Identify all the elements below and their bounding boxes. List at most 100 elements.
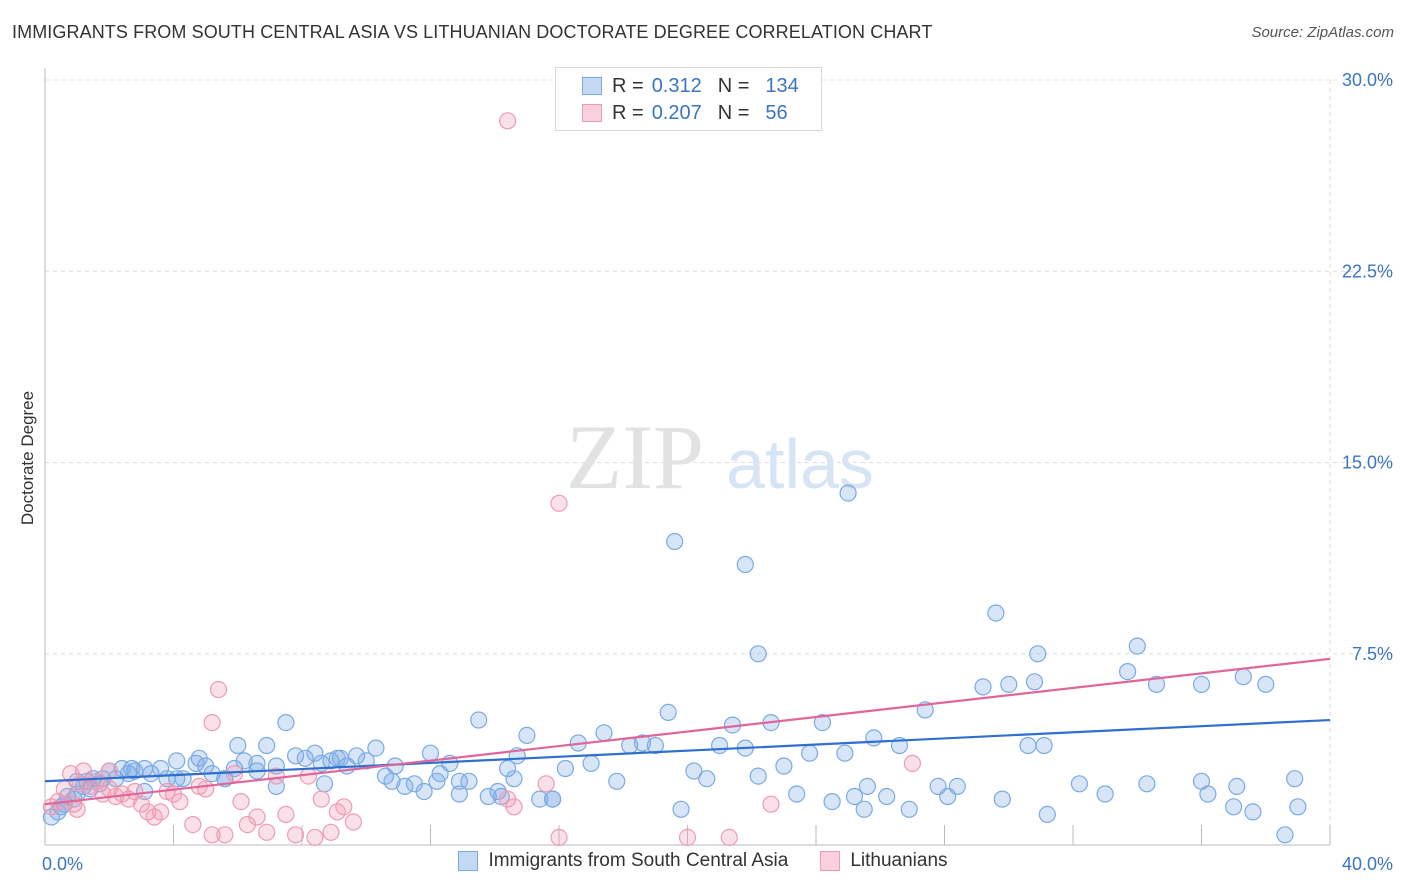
data-point-south-central-asia: [543, 790, 562, 808]
data-point-south-central-asia: [608, 772, 626, 790]
data-point-lithuanians: [100, 762, 118, 780]
data-point-lithuanians: [248, 808, 266, 826]
data-point-south-central-asia: [1257, 675, 1275, 694]
data-point-south-central-asia: [383, 772, 401, 790]
data-point-south-central-asia: [460, 772, 478, 790]
data-point-south-central-asia: [858, 777, 877, 796]
data-point-south-central-asia: [123, 759, 141, 778]
data-point-south-central-asia: [948, 777, 966, 796]
data-point-south-central-asia: [855, 800, 873, 818]
legend-n-label: N =: [717, 74, 750, 97]
data-point-south-central-asia: [306, 744, 324, 762]
data-point-south-central-asia: [1138, 775, 1156, 793]
data-point-south-central-asia: [595, 724, 613, 742]
data-point-south-central-asia: [1228, 777, 1246, 796]
legend-r-label: R =: [612, 74, 644, 97]
data-point-south-central-asia: [1019, 736, 1037, 755]
data-point-south-central-asia: [428, 772, 446, 790]
data-point-lithuanians: [287, 826, 305, 844]
data-point-lithuanians: [322, 823, 340, 841]
legend-swatch-pink: [582, 104, 602, 122]
data-point-south-central-asia: [659, 703, 677, 722]
data-point-lithuanians: [720, 828, 738, 847]
data-point-lithuanians: [203, 713, 221, 732]
data-point-south-central-asia: [1025, 673, 1044, 691]
data-point-south-central-asia: [531, 790, 549, 808]
data-point-lithuanians: [762, 795, 780, 813]
data-point-south-central-asia: [470, 711, 488, 729]
data-point-south-central-asia: [328, 749, 346, 767]
legend-r-value: 0.207: [651, 101, 702, 124]
data-point-lithuanians: [203, 826, 221, 844]
legend-item-lithuanians: Lithuanians: [820, 850, 948, 872]
legend-series-label: Immigrants from South Central Asia: [488, 850, 789, 871]
data-point-south-central-asia: [367, 739, 385, 757]
trend-lines: [44, 657, 1331, 806]
legend-swatch-blue: [458, 851, 479, 871]
legend-series-label: Lithuanians: [850, 850, 948, 871]
legend-n-value: 134: [765, 74, 799, 97]
data-point-south-central-asia: [1038, 805, 1056, 824]
data-point-south-central-asia: [1118, 662, 1137, 681]
data-point-south-central-asia: [666, 532, 684, 551]
trend-line-south-central-asia: [44, 718, 1331, 783]
data-point-south-central-asia: [190, 749, 208, 767]
data-point-lithuanians: [505, 798, 523, 816]
data-point-lithuanians: [197, 780, 215, 798]
data-point-south-central-asia: [736, 555, 754, 574]
data-point-south-central-asia: [296, 749, 314, 767]
data-point-lithuanians: [209, 680, 228, 699]
chart-source: Source: ZipAtlas.com: [1251, 24, 1394, 41]
data-point-south-central-asia: [823, 792, 841, 811]
data-point-lithuanians: [55, 780, 73, 798]
data-point-south-central-asia: [450, 785, 468, 803]
data-point-south-central-asia: [633, 734, 652, 752]
data-point-lithuanians: [678, 828, 697, 847]
data-point-south-central-asia: [993, 790, 1011, 808]
data-point-lithuanians: [306, 828, 324, 847]
data-point-south-central-asia: [1276, 826, 1294, 844]
data-point-south-central-asia: [1128, 637, 1146, 655]
data-point-south-central-asia: [415, 782, 433, 801]
chart-title: IMMIGRANTS FROM SOUTH CENTRAL ASIA VS LI…: [12, 22, 933, 42]
data-point-south-central-asia: [974, 678, 992, 696]
y-tick-label: 7.5%: [1352, 644, 1393, 664]
legend-row-series-2: R = 0.207 N = 56: [582, 100, 788, 126]
data-point-south-central-asia: [1192, 675, 1211, 694]
gridlines: [45, 79, 1390, 845]
data-point-south-central-asia: [775, 757, 793, 775]
data-point-south-central-asia: [396, 777, 414, 796]
data-point-south-central-asia: [229, 736, 247, 755]
y-tick-label: 15.0%: [1342, 453, 1393, 473]
legend-r-value: 0.312: [651, 74, 702, 97]
x-tick-label: 0.0%: [42, 854, 83, 874]
data-point-south-central-asia: [813, 713, 832, 732]
data-point-lithuanians: [903, 754, 922, 773]
stats-legend: R = 0.312 N = 134 R = 0.207 N = 56: [555, 67, 822, 131]
data-point-south-central-asia: [1035, 736, 1053, 755]
data-point-south-central-asia: [788, 785, 806, 803]
data-point-lithuanians: [152, 803, 170, 821]
watermark: ZIP atlas: [566, 406, 874, 508]
data-point-south-central-asia: [1029, 645, 1047, 663]
data-point-lithuanians: [225, 764, 244, 783]
data-point-lithuanians: [550, 828, 568, 847]
data-point-south-central-asia: [1070, 775, 1089, 793]
data-point-lithuanians: [171, 792, 189, 811]
data-point-south-central-asia: [1224, 798, 1243, 816]
data-point-south-central-asia: [710, 736, 729, 755]
data-point-south-central-asia: [582, 754, 600, 773]
y-tick-label: 30.0%: [1342, 70, 1393, 90]
legend-r-label: R =: [612, 101, 644, 124]
data-point-south-central-asia: [1096, 785, 1114, 803]
data-point-south-central-asia: [1244, 803, 1262, 821]
data-point-south-central-asia: [698, 770, 716, 788]
trend-line-lithuanians: [44, 657, 1331, 806]
data-point-south-central-asia: [878, 787, 896, 806]
data-point-south-central-asia: [672, 800, 690, 818]
data-point-lithuanians: [258, 823, 276, 841]
data-point-south-central-asia: [499, 759, 517, 778]
legend-swatch-blue: [582, 77, 602, 95]
data-point-south-central-asia: [505, 770, 523, 788]
